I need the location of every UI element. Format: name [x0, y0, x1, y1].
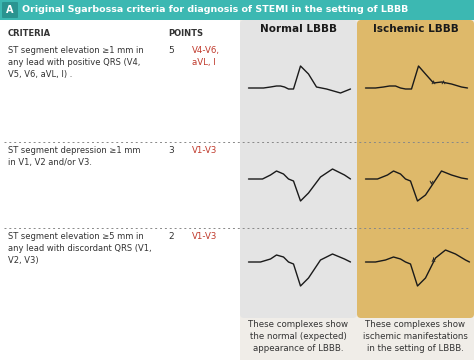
Text: These complexes show
the normal (expected)
appearance of LBBB.: These complexes show the normal (expecte… — [248, 320, 348, 352]
Text: V4-V6,
aVL, I: V4-V6, aVL, I — [192, 46, 220, 67]
Text: 3: 3 — [168, 146, 174, 155]
FancyBboxPatch shape — [2, 2, 18, 18]
Text: V1-V3: V1-V3 — [192, 232, 218, 241]
Text: 2: 2 — [168, 232, 173, 241]
Text: Ischemic LBBB: Ischemic LBBB — [373, 24, 458, 34]
Text: ST segment elevation ≥5 mm in
any lead with discordant QRS (V1,
V2, V3): ST segment elevation ≥5 mm in any lead w… — [8, 232, 152, 265]
Text: V1-V3: V1-V3 — [192, 146, 218, 155]
Text: ST segment depression ≥1 mm
in V1, V2 and/or V3.: ST segment depression ≥1 mm in V1, V2 an… — [8, 146, 140, 167]
Text: Original Sgarbossa criteria for diagnosis of STEMI in the setting of LBBB: Original Sgarbossa criteria for diagnosi… — [22, 5, 408, 14]
Text: CRITERIA: CRITERIA — [8, 28, 51, 37]
Text: 5: 5 — [168, 46, 174, 55]
FancyBboxPatch shape — [357, 20, 474, 318]
Text: A: A — [6, 5, 14, 15]
Bar — [0, 0, 474, 20]
Text: Normal LBBB: Normal LBBB — [260, 24, 337, 34]
Text: These complexes show
ischemic manifestations
in the setting of LBBB.: These complexes show ischemic manifestat… — [363, 320, 468, 352]
Text: ST segment elevation ≥1 mm in
any lead with positive QRS (V4,
V5, V6, aVL, I) .: ST segment elevation ≥1 mm in any lead w… — [8, 46, 144, 78]
Bar — [0, 20, 240, 360]
Text: POINTS: POINTS — [168, 28, 203, 37]
FancyBboxPatch shape — [240, 20, 357, 318]
